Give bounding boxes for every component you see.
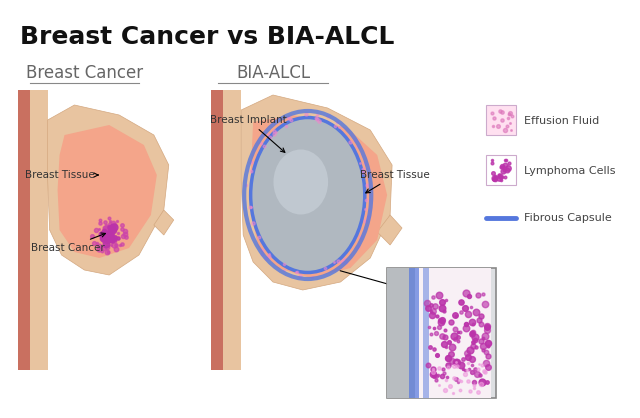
Polygon shape [387, 268, 415, 398]
Text: Fibrous Capsule: Fibrous Capsule [524, 213, 612, 223]
Text: Breast Cancer: Breast Cancer [26, 64, 143, 82]
Polygon shape [211, 90, 223, 370]
Polygon shape [377, 215, 402, 245]
Text: Lymphoma Cells: Lymphoma Cells [524, 166, 616, 176]
FancyBboxPatch shape [486, 105, 516, 135]
Polygon shape [423, 268, 429, 398]
Polygon shape [18, 90, 30, 370]
Ellipse shape [251, 117, 365, 273]
Polygon shape [241, 95, 392, 290]
Text: Breast Cancer: Breast Cancer [31, 233, 106, 253]
Text: Effusion Fluid: Effusion Fluid [524, 116, 600, 126]
FancyBboxPatch shape [387, 268, 497, 398]
Polygon shape [251, 115, 387, 278]
Text: Breast Tissue: Breast Tissue [25, 170, 98, 180]
Polygon shape [223, 90, 241, 370]
Polygon shape [405, 268, 492, 398]
Polygon shape [47, 105, 169, 275]
Text: BIA-ALCL: BIA-ALCL [236, 64, 310, 82]
Text: Breast Cancer vs BIA-ALCL: Breast Cancer vs BIA-ALCL [20, 25, 394, 49]
Polygon shape [30, 90, 47, 370]
Polygon shape [58, 125, 157, 258]
Text: Breast Tissue: Breast Tissue [360, 170, 430, 193]
Polygon shape [154, 210, 173, 235]
FancyBboxPatch shape [486, 155, 516, 185]
Polygon shape [409, 268, 419, 398]
Text: Breast Implant: Breast Implant [210, 115, 287, 152]
Ellipse shape [273, 150, 328, 214]
